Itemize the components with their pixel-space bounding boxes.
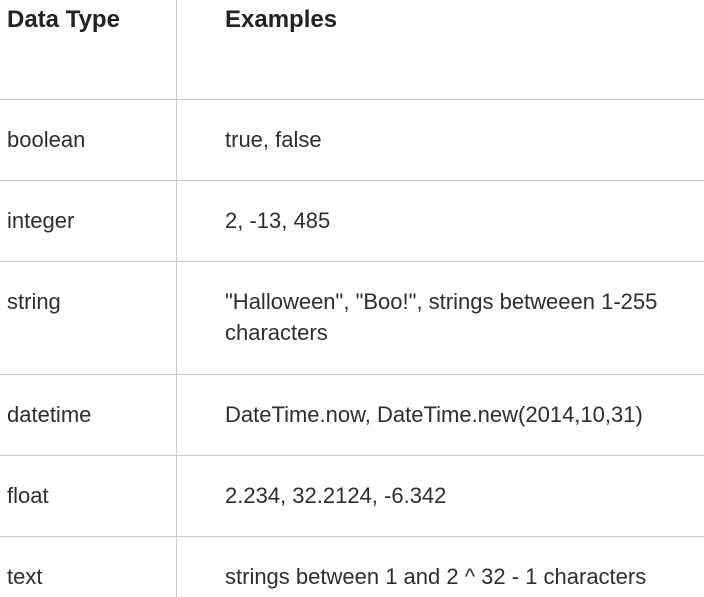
example-cell: 2.234, 32.2124, -6.342 — [225, 483, 447, 508]
table-row: text strings between 1 and 2 ^ 32 - 1 ch… — [0, 537, 704, 597]
example-cell: 2, -13, 485 — [225, 208, 331, 233]
type-cell: float — [7, 483, 49, 508]
column-divider — [176, 0, 177, 597]
header-data-type: Data Type — [7, 6, 120, 33]
header-examples: Examples — [225, 6, 338, 33]
type-cell: string — [7, 289, 61, 314]
type-cell: integer — [7, 208, 75, 233]
table-header-row: Data Type Examples — [0, 0, 704, 100]
example-cell: "Halloween", "Boo!", strings betweeen 1-… — [225, 289, 658, 345]
example-cell: true, false — [225, 127, 322, 152]
type-cell: datetime — [7, 402, 92, 427]
table-row: integer 2, -13, 485 — [0, 181, 704, 262]
type-cell: boolean — [7, 127, 86, 152]
table-row: float 2.234, 32.2124, -6.342 — [0, 456, 704, 537]
example-cell: DateTime.now, DateTime.new(2014,10,31) — [225, 402, 643, 427]
table-row: string "Halloween", "Boo!", strings betw… — [0, 262, 704, 375]
type-cell: text — [7, 564, 43, 589]
table-row: boolean true, false — [0, 100, 704, 181]
example-cell: strings between 1 and 2 ^ 32 - 1 charact… — [225, 564, 647, 589]
table-row: datetime DateTime.now, DateTime.new(2014… — [0, 375, 704, 456]
